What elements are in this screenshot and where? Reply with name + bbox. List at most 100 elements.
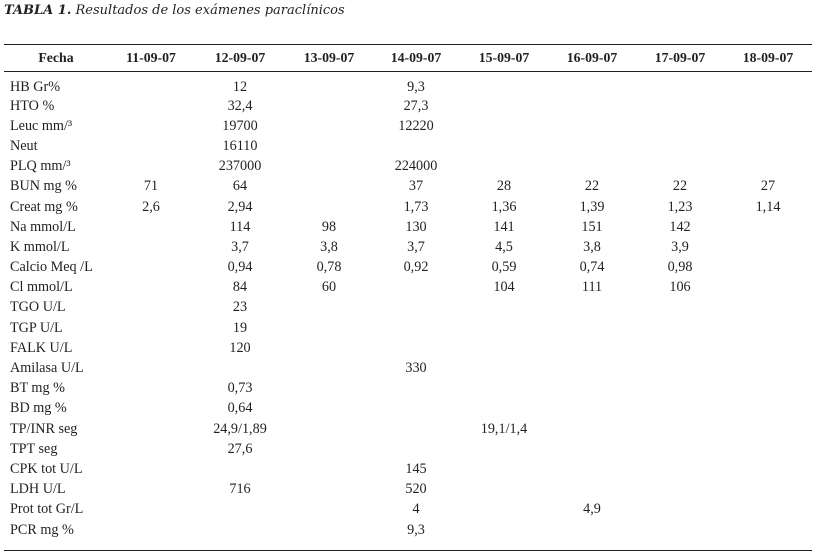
bottom-rule <box>4 550 812 551</box>
table-cell <box>636 419 724 439</box>
table-cell <box>108 480 194 500</box>
table-cell <box>636 338 724 358</box>
table-cell: 520 <box>405 481 427 498</box>
table-cell <box>548 399 636 419</box>
table-cell: 9,3 <box>407 521 425 538</box>
table-cell <box>372 439 460 459</box>
table-cell: 27,3 <box>403 97 429 114</box>
table-cell: 3,8 <box>320 238 338 255</box>
table-cell <box>108 116 194 136</box>
table-row: LDH U/L 716 520 <box>4 480 812 500</box>
table-cell <box>108 157 194 177</box>
table-cell <box>108 258 194 278</box>
table-cell <box>636 96 724 116</box>
table-cell <box>636 157 724 177</box>
table-caption: TABLA 1. Resultados de los exámenes para… <box>4 3 345 18</box>
table-cell <box>548 71 636 96</box>
table-cell <box>286 338 372 358</box>
table-cell: 19700 <box>222 117 258 134</box>
table-cell <box>108 439 194 459</box>
column-header-date: 15-09-07 <box>478 50 530 65</box>
table-row: BD mg % 0,64 <box>4 399 812 419</box>
table-cell <box>636 439 724 459</box>
table-cell <box>636 480 724 500</box>
table-cell <box>724 338 812 358</box>
table-cell <box>460 358 548 378</box>
table-cell <box>286 500 372 520</box>
row-label: Amilasa U/L <box>10 360 84 377</box>
table-cell <box>724 358 812 378</box>
row-label: Creat mg % <box>10 198 78 215</box>
table-cell <box>636 116 724 136</box>
table-row: TPT seg 27,6 <box>4 439 812 459</box>
header-row: Fecha 11-09-07 12-09-07 13-09-07 14-09-07 15-… <box>4 45 812 71</box>
table-cell <box>636 358 724 378</box>
table-cell <box>372 419 460 439</box>
table-cell <box>460 116 548 136</box>
table-cell <box>286 318 372 338</box>
table-cell <box>460 520 548 540</box>
table-cell <box>372 298 460 318</box>
table-row: BT mg % 0,73 <box>4 379 812 399</box>
table-cell <box>460 480 548 500</box>
table-cell <box>108 298 194 318</box>
table-cell <box>460 298 548 318</box>
table-cell <box>372 318 460 338</box>
table-cell: 4,5 <box>495 238 513 255</box>
table-cell <box>372 399 460 419</box>
table-cell <box>724 278 812 298</box>
table-cell <box>286 298 372 318</box>
caption-label: TABLA 1. <box>4 3 72 18</box>
table-cell <box>548 459 636 479</box>
column-header-date: 16-09-07 <box>566 50 618 65</box>
table-cell <box>548 358 636 378</box>
table-cell <box>108 379 194 399</box>
table-cell <box>724 480 812 500</box>
table-cell <box>286 399 372 419</box>
row-label: Cl mmol/L <box>10 279 73 296</box>
table-cell <box>724 116 812 136</box>
table-cell: 330 <box>405 360 427 377</box>
table-cell <box>724 258 812 278</box>
lab-results-table: Fecha 11-09-07 12-09-07 13-09-07 14-09-07 15-… <box>4 45 812 540</box>
table-cell: 4,9 <box>583 501 601 518</box>
table-cell: 1,23 <box>667 198 693 215</box>
table-row: Leuc mm/³ 19700 12220 <box>4 116 812 136</box>
table-cell <box>724 399 812 419</box>
table-cell <box>724 157 812 177</box>
table-cell <box>724 419 812 439</box>
table-row: Calcio Meq /L 0,94 0,78 0,92 0,59 0,74 0,98 <box>4 258 812 278</box>
table-cell: 141 <box>493 218 515 235</box>
table-cell <box>460 399 548 419</box>
table-row: TGP U/L 19 <box>4 318 812 338</box>
row-label: TP/INR seg <box>10 420 78 437</box>
table-cell <box>636 71 724 96</box>
table-row: Cl mmol/L 84 60 104 111 106 <box>4 278 812 298</box>
table-cell <box>372 379 460 399</box>
table-row: BUN mg % 71 64 37 28 22 22 27 <box>4 177 812 197</box>
table-cell: 28 <box>496 178 512 195</box>
table-cell: 0,59 <box>491 259 517 276</box>
row-label: FALK U/L <box>10 339 73 356</box>
column-header-date: 17-09-07 <box>654 50 706 65</box>
table-cell <box>286 136 372 156</box>
column-header-date: 14-09-07 <box>390 50 442 65</box>
table-cell <box>548 136 636 156</box>
row-label: TPT seg <box>10 440 58 457</box>
table-row: CPK tot U/L 145 <box>4 459 812 479</box>
table-row: HB Gr% 12 9,3 <box>4 71 812 96</box>
table-cell <box>724 237 812 257</box>
table-cell <box>460 459 548 479</box>
table-cell: 224000 <box>394 158 438 175</box>
table-cell: 114 <box>229 218 251 235</box>
table-cell <box>460 136 548 156</box>
table-cell <box>286 459 372 479</box>
table-cell <box>108 500 194 520</box>
table-cell <box>286 96 372 116</box>
table-cell: 22 <box>672 178 688 195</box>
table-cell <box>108 217 194 237</box>
table-cell <box>636 318 724 338</box>
table-cell: 0,74 <box>579 259 605 276</box>
table-cell <box>108 96 194 116</box>
table-cell: 2,94 <box>227 198 253 215</box>
